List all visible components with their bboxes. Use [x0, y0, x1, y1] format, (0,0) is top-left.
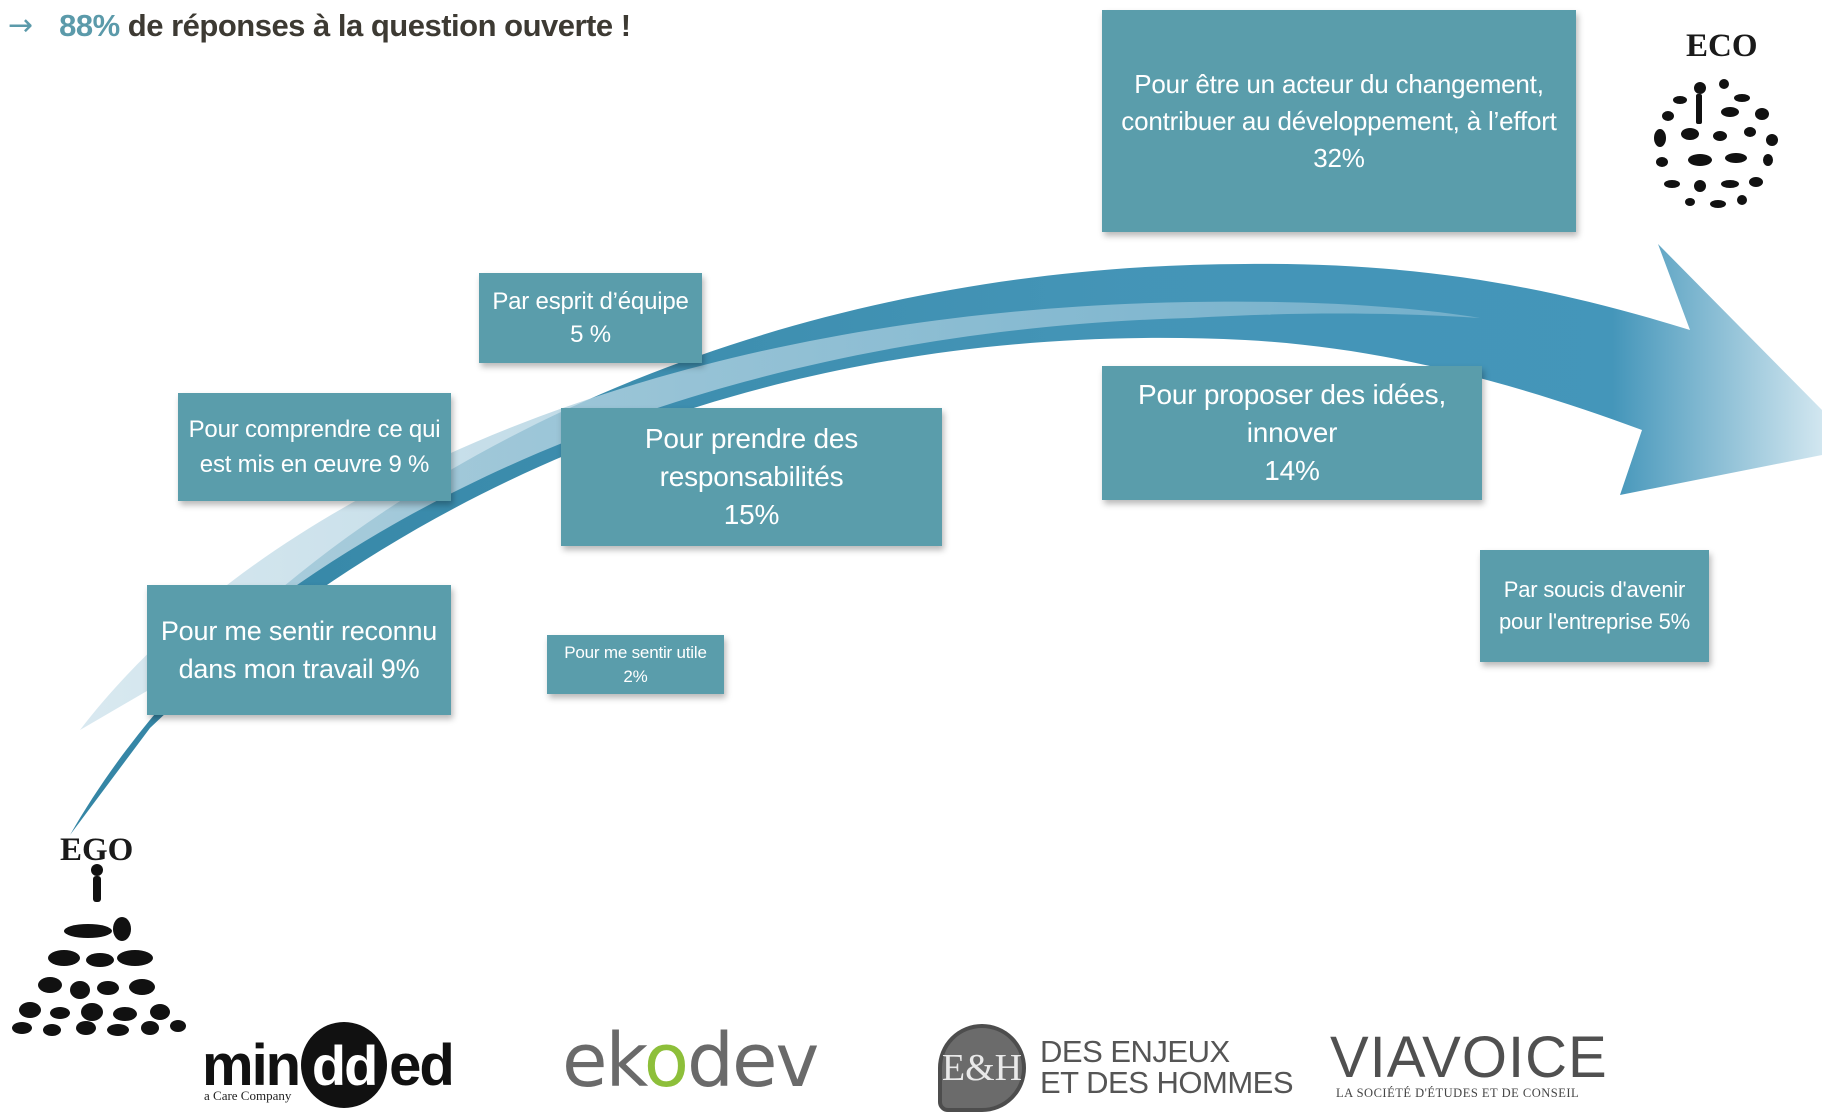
eh-logo-badge: E&H: [938, 1024, 1026, 1112]
minded-tagline: a Care Company: [204, 1088, 292, 1103]
ekodev-logo-text: dev: [687, 1018, 819, 1104]
slide-header: → 88% de réponses à la question ouverte …: [8, 8, 631, 44]
viavoice-logo: VIAVOICE: [1330, 1025, 1608, 1090]
reason-box-responsabilites: Pour prendre des responsabilités 15%: [561, 408, 942, 546]
flow-arrow-highlight: [80, 301, 1480, 730]
title-text: de réponses à la question ouverte !: [119, 8, 631, 43]
reason-line: est mis en œuvre 9 %: [199, 451, 430, 478]
reason-percent: 32%: [1313, 142, 1365, 173]
reason-line: Pour me sentir reconnu: [160, 616, 438, 646]
ekodev-logo-text: ek: [562, 1018, 646, 1104]
reason-percent: 14%: [1264, 455, 1320, 486]
eco-circle-pictogram: [1654, 79, 1778, 208]
ego-pyramid-pictogram: [12, 864, 186, 1036]
reason-line: Par esprit d’équipe: [492, 288, 689, 315]
reason-line: Pour prendre des responsabilités: [644, 423, 859, 492]
eco-label: ECO: [1686, 28, 1758, 64]
reason-line: contribuer au développement, à l’effort: [1121, 105, 1557, 136]
eh-logo-line: ET DES HOMMES: [1040, 1065, 1294, 1100]
reason-line: Pour être un acteur du changement,: [1134, 68, 1544, 99]
reason-line: Pour proposer des idées, innover: [1137, 379, 1447, 448]
reason-line: Pour me sentir utile: [564, 642, 707, 662]
reason-box-reconnu: Pour me sentir reconnu dans mon travail …: [147, 585, 451, 715]
reason-line: Par soucis d'avenir: [1503, 577, 1686, 602]
reason-box-innover: Pour proposer des idées, innover 14%: [1102, 366, 1482, 500]
reason-box-utile: Pour me sentir utile 2%: [547, 635, 724, 694]
reason-box-avenir: Par soucis d'avenir pour l'entreprise 5%: [1480, 550, 1709, 662]
eh-logo-line: DES ENJEUX: [1040, 1034, 1230, 1069]
ekodev-logo: ekodev: [562, 1018, 819, 1104]
reason-percent: 15%: [723, 499, 780, 530]
minded-logo-dd: dd: [301, 1022, 388, 1108]
reason-line: pour l'entreprise 5%: [1499, 609, 1690, 634]
reason-percent: 2%: [623, 666, 648, 686]
reason-percent: 5 %: [570, 321, 611, 348]
ego-label: EGO: [60, 832, 134, 868]
slide-title: 88% de réponses à la question ouverte !: [59, 8, 631, 44]
minded-logo-text: min: [202, 1032, 301, 1098]
reason-line: dans mon travail 9%: [178, 654, 420, 684]
viavoice-tagline: LA SOCIÉTÉ D'ÉTUDES ET DE CONSEIL: [1336, 1086, 1580, 1100]
title-percent: 88%: [59, 8, 120, 43]
reason-box-acteur: Pour être un acteur du changement, contr…: [1102, 10, 1576, 232]
minded-logo-text: ed: [389, 1032, 455, 1098]
minded-logo: min dd ed: [202, 1022, 455, 1108]
reason-line: Pour comprendre ce qui: [188, 416, 441, 443]
eh-logo-text: DES ENJEUX ET DES HOMMES: [1040, 1034, 1294, 1100]
ekodev-logo-o: o: [643, 1018, 689, 1104]
reason-box-equipe: Par esprit d’équipe 5 %: [479, 273, 702, 363]
reason-box-comprendre: Pour comprendre ce qui est mis en œuvre …: [178, 393, 451, 501]
arrow-right-icon: →: [8, 8, 34, 43]
